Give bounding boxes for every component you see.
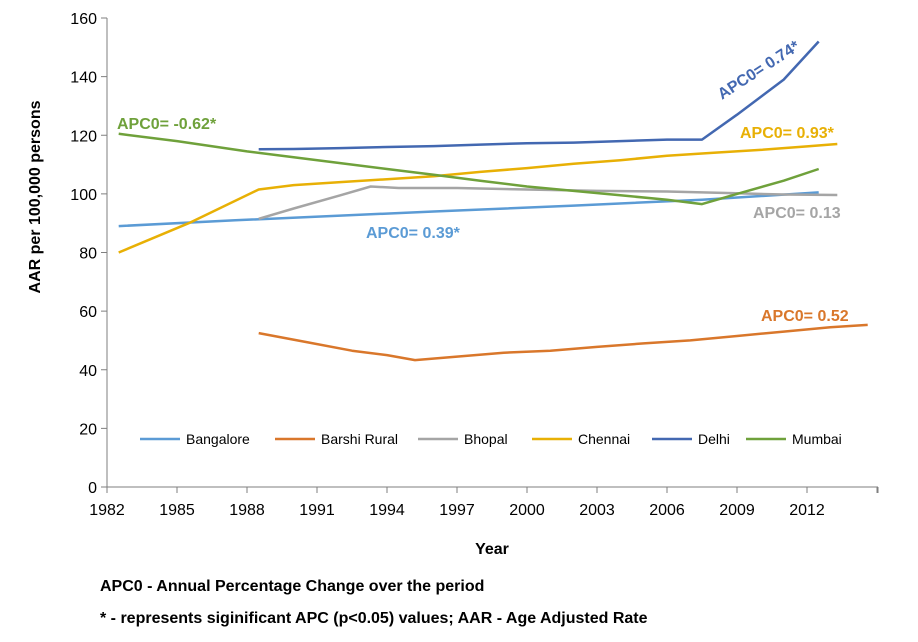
y-tick-label: 100 [70,187,97,204]
x-tick-label: 1985 [159,502,195,519]
series-line-delhi [258,40,820,151]
series-line-mumbai [118,132,820,206]
annotation-barshi-rural: APC0= 0.52 [761,308,849,325]
x-tick-label: 2000 [509,502,545,519]
footnote-significance: * - represents siginificant APC (p<0.05)… [100,610,648,627]
x-tick-label: 2003 [579,502,615,519]
legend-label-barshi-rural: Barshi Rural [321,431,398,447]
annotation-chennai: APC0= 0.93* [740,125,835,142]
chart-axes: 0 20 40 60 80 100 120 140 160 1982 1985 1988 1991 199… [70,11,879,519]
series-line-barshi-rural [258,323,868,362]
series-line-bhopal [258,185,838,220]
x-tick-label: 1991 [299,502,335,519]
series-line-chennai [118,142,838,254]
x-tick-label: 2009 [719,502,755,519]
x-tick-label: 1988 [229,502,265,519]
annotation-bhopal: APC0= 0.13 [753,205,841,222]
x-tick-label: 1982 [89,502,125,519]
x-tick-label: 2012 [789,502,825,519]
series-layer [118,40,868,362]
legend: Bangalore Barshi Rural Bhopal Chennai Delhi M… [140,431,842,447]
legend-label-chennai: Chennai [578,431,630,447]
annotation-bangalore: APC0= 0.39* [366,225,461,242]
series-line-bangalore [118,191,819,228]
annotation-delhi: APC0= 0.74* [715,38,804,104]
y-tick-label: 120 [70,128,97,145]
x-axis-title: Year [475,541,509,558]
x-tick-label: 1994 [369,502,405,519]
y-tick-label: 80 [79,246,97,263]
annotation-mumbai: APC0= -0.62* [117,116,217,133]
y-tick-label: 0 [88,480,97,497]
x-tick-label: 1997 [439,502,475,519]
footnote-apc: APC0 - Annual Percentage Change over the… [100,578,485,595]
legend-label-bangalore: Bangalore [186,431,250,447]
y-tick-label: 20 [79,421,97,438]
legend-label-bhopal: Bhopal [464,431,508,447]
y-tick-label: 140 [70,70,97,87]
y-axis-title: AAR per 100,000 persons [27,100,44,293]
legend-label-mumbai: Mumbai [792,431,842,447]
legend-label-delhi: Delhi [698,431,730,447]
y-tick-label: 160 [70,11,97,28]
y-tick-label: 60 [79,304,97,321]
x-tick-label: 2006 [649,502,685,519]
y-tick-label: 40 [79,363,97,380]
